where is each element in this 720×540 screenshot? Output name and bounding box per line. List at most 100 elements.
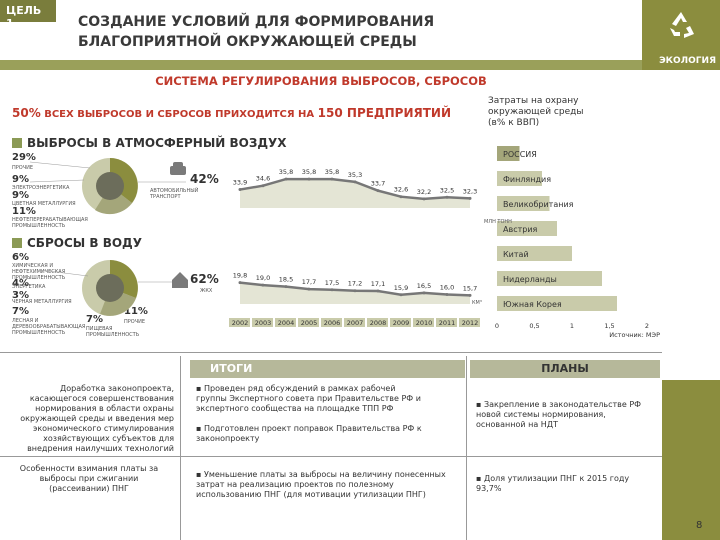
air-point [445,195,449,199]
air-point [261,184,265,188]
subtitle-pct: 50% [12,106,41,120]
plans-header: ПЛАНЫ [470,360,660,378]
year-tick-label: 2008 [370,319,387,327]
water-value-label: 17,2 [348,280,362,288]
page-title: СОЗДАНИЕ УСЛОВИЙ ДЛЯ ФОРМИРОВАНИЯ БЛАГОП… [78,14,435,50]
plans-item-2: ▪ Доля утилизации ПНГ к 2015 году 93,7% [476,474,630,493]
air-value-label: 35,3 [348,171,362,179]
water-label-wood: лесная и деревообрабатывающая промышленн… [12,318,86,336]
country-bar-label: Австрия [503,225,538,234]
water-pct-ferrous: 3% [12,290,29,301]
year-axis: 2002 2003 2004 2005 2006 2007 2008 2009 2010 2011… [229,318,480,327]
water-value-label: 18,5 [279,276,293,284]
water-label-energy: энергетика [12,284,46,290]
air-point [284,177,288,181]
country-bar [497,171,542,186]
country-bar [497,221,557,236]
results-item-3-text: Уменьшение платы за выбросы на величину … [196,470,446,499]
country-axis-tick: 0 [495,322,499,330]
country-bar [497,196,550,211]
water-value-label: 17,5 [325,279,339,287]
water-discharge-heading: СБРОСЫ В ВОДУ [12,236,142,250]
air-point [422,197,426,201]
water-value-label: 19,0 [256,274,270,282]
water-unit-label: км³ [472,300,482,306]
ecology-badge: ЭКОЛОГИЯ [642,0,720,70]
water-point [330,288,334,292]
air-value-label: 32,3 [463,187,477,195]
year-tick-bg [413,318,434,327]
column-divider [180,356,181,540]
air-point [399,195,403,199]
air-value-label: 32,6 [394,186,408,194]
country-bar [497,296,617,311]
bullet-square [12,138,22,148]
air-point [307,177,311,181]
water-value-label: 19,8 [233,272,247,280]
year-tick-bg [275,318,296,327]
air-value-label: 32,5 [440,186,454,194]
year-tick-label: 2011 [439,319,456,327]
air-emissions-heading: ВЫБРОСЫ В АТМОСФЕРНЫЙ ВОЗДУХ [12,136,287,150]
air-donut [29,158,186,215]
air-value-label: 32,2 [417,188,431,196]
water-value-label: 17,1 [371,280,385,288]
subtitle-text2: ПРЕДПРИЯТИЙ [342,106,452,120]
air-point [353,180,357,184]
country-bar-label: РОССИЯ [503,150,537,159]
year-tick-bg [436,318,457,327]
year-tick-bg [344,318,365,327]
water-point [353,289,357,293]
column-divider [466,356,467,540]
water-pct-energy: 4% [12,278,29,289]
car-icon [170,162,186,175]
air-value-label: 33,9 [233,179,247,187]
air-pct-other: 29% [12,152,36,163]
water-value-label: 17,7 [302,278,316,286]
air-point [330,177,334,181]
water-point [307,287,311,291]
water-heading-text: СБРОСЫ В ВОДУ [27,236,142,250]
decor-strip [662,380,720,540]
water-point [376,289,380,293]
year-tick-label: 2004 [278,319,295,327]
water-value-label: 15,7 [463,284,477,292]
air-point [468,196,472,200]
results-item-1-text: Проведен ряд обсуждений в рамках рабочей… [196,384,421,413]
year-tick-label: 2007 [347,319,364,327]
water-point [284,285,288,289]
air-label-metal: цветная металлургия [12,201,76,207]
air-heading-text: ВЫБРОСЫ В АТМОСФЕРНЫЙ ВОЗДУХ [27,136,287,150]
water-value-label: 16,0 [440,283,454,291]
water-point [261,283,265,287]
results-header: ИТОГИ [190,360,465,378]
year-tick-bg [229,318,250,327]
results-left-topic-1: Доработка законопроекта, касающегося сов… [20,384,174,453]
header-divider [0,60,642,70]
air-pct-metal: 9% [12,190,29,201]
air-label-transport: автомобильный транспорт [150,188,199,200]
water-value-label: 16,5 [417,282,431,290]
plans-item-1: ▪ Закрепление в законодательстве РФ ново… [476,400,642,429]
page-number: 8 [696,520,703,531]
subtitle: 50% ВСЕХ ВЫБРОСОВ И СБРОСОВ ПРИХОДИТСЯ Н… [12,106,451,120]
water-pct-wood: 7% [12,306,29,317]
year-tick-label: 2006 [324,319,341,327]
year-tick-label: 2010 [416,319,433,327]
water-point [468,293,472,297]
air-value-label: 35,8 [302,168,316,176]
costs-note: Затраты на охрану окружающей среды (в% к… [488,96,584,128]
air-unit-label: млн тонн [484,219,512,225]
ecology-label: ЭКОЛОГИЯ [659,56,716,66]
goal-tag: ЦЕЛЬ 1 [0,0,56,30]
water-label-other: прочие [124,319,146,325]
country-axis-tick: 0,5 [529,322,539,330]
year-tick-label: 2003 [255,319,272,327]
water-point [399,293,403,297]
air-value-label: 33,7 [371,180,385,188]
air-value-label: 35,8 [279,168,293,176]
plans-item-2-text: Доля утилизации ПНГ к 2015 году 93,7% [476,474,630,493]
house-icon [172,272,188,288]
plans-item-1-text: Закрепление в законодательстве РФ новой … [476,400,642,429]
water-donut [39,260,186,316]
